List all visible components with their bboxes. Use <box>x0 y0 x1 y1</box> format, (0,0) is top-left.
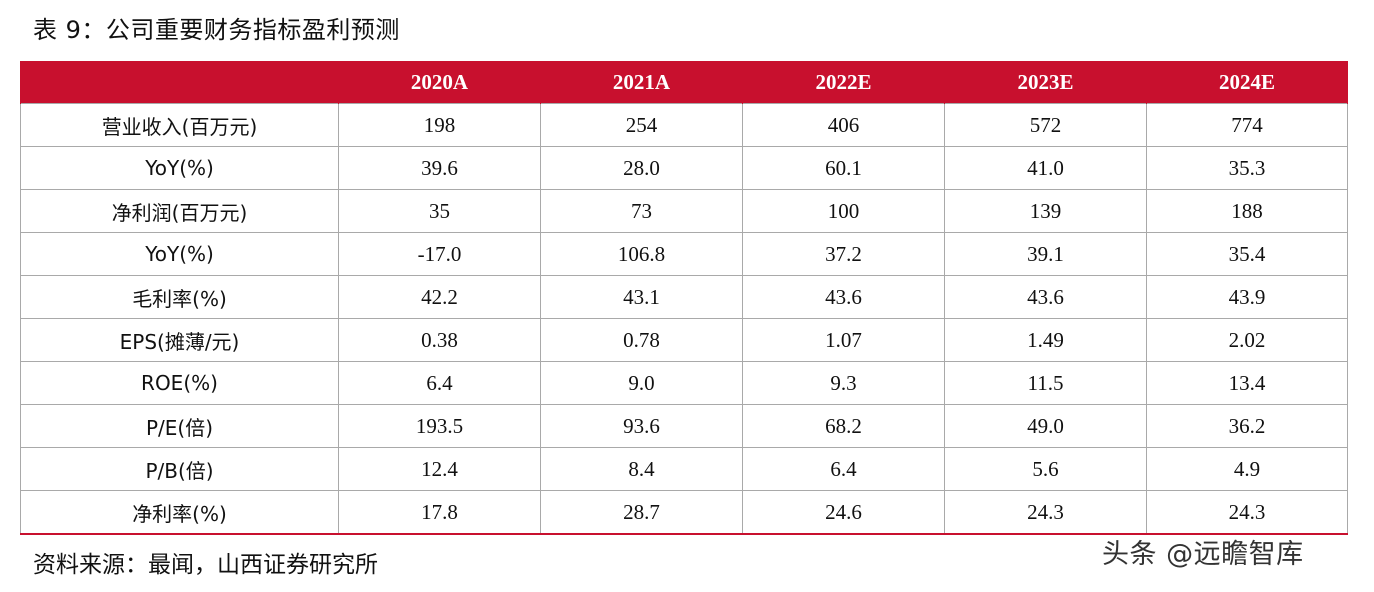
table-row-gross-margin: 毛利率(%) 42.2 43.1 43.6 43.6 43.9 <box>20 275 1348 319</box>
table-cell: 39.1 <box>944 232 1147 276</box>
table-cell: 24.3 <box>1146 490 1348 535</box>
table-cell: 36.2 <box>1146 404 1348 448</box>
table-cell: 73 <box>540 189 743 233</box>
table-row-roe: ROE(%) 6.4 9.0 9.3 11.5 13.4 <box>20 361 1348 405</box>
table-cell: 139 <box>944 189 1147 233</box>
table-title: 表 9：公司重要财务指标盈利预测 <box>33 16 400 44</box>
table-cell: 1.49 <box>944 318 1147 362</box>
table-row-revenue: 营业收入(百万元) 198 254 406 572 774 <box>20 103 1348 147</box>
table-cell: 11.5 <box>944 361 1147 405</box>
table-cell: 37.2 <box>742 232 945 276</box>
row-label: ROE(%) <box>20 361 339 405</box>
table-row-pb: P/B(倍) 12.4 8.4 6.4 5.6 4.9 <box>20 447 1348 491</box>
table-cell: 4.9 <box>1146 447 1348 491</box>
row-label: YoY(%) <box>20 146 339 190</box>
table-cell: 35 <box>338 189 541 233</box>
row-label: YoY(%) <box>20 232 339 276</box>
table-cell: 93.6 <box>540 404 743 448</box>
row-label: 净利润(百万元) <box>20 189 339 233</box>
header-cell-2021a: 2021A <box>540 61 743 104</box>
table-cell: 198 <box>338 103 541 147</box>
table-cell: 60.1 <box>742 146 945 190</box>
header-cell-2023e: 2023E <box>944 61 1147 104</box>
table-row-net-profit-yoy: YoY(%) -17.0 106.8 37.2 39.1 35.4 <box>20 232 1348 276</box>
table-cell: 8.4 <box>540 447 743 491</box>
table-header-row: 2020A 2021A 2022E 2023E 2024E <box>20 61 1348 104</box>
table-cell: 6.4 <box>742 447 945 491</box>
row-label: EPS(摊薄/元) <box>20 318 339 362</box>
table-cell: 188 <box>1146 189 1348 233</box>
table-cell: 106.8 <box>540 232 743 276</box>
header-cell-2024e: 2024E <box>1146 61 1348 104</box>
table-cell: 68.2 <box>742 404 945 448</box>
table-cell: 1.07 <box>742 318 945 362</box>
table-cell: 0.78 <box>540 318 743 362</box>
table-cell: 24.3 <box>944 490 1147 535</box>
table-cell: 9.3 <box>742 361 945 405</box>
table-cell: 43.9 <box>1146 275 1348 319</box>
table-cell: 49.0 <box>944 404 1147 448</box>
table-cell: 42.2 <box>338 275 541 319</box>
table-row-revenue-yoy: YoY(%) 39.6 28.0 60.1 41.0 35.3 <box>20 146 1348 190</box>
table-cell: 6.4 <box>338 361 541 405</box>
table-cell: 406 <box>742 103 945 147</box>
table-cell: 254 <box>540 103 743 147</box>
table-cell: 2.02 <box>1146 318 1348 362</box>
table-cell: 9.0 <box>540 361 743 405</box>
financial-forecast-table: 2020A 2021A 2022E 2023E 2024E 营业收入(百万元) … <box>20 61 1348 535</box>
table-cell: 43.6 <box>944 275 1147 319</box>
table-cell: 43.6 <box>742 275 945 319</box>
header-cell-2020a: 2020A <box>338 61 541 104</box>
table-cell: 24.6 <box>742 490 945 535</box>
table-row-pe: P/E(倍) 193.5 93.6 68.2 49.0 36.2 <box>20 404 1348 448</box>
table-cell: -17.0 <box>338 232 541 276</box>
table-cell: 35.3 <box>1146 146 1348 190</box>
table-cell: 13.4 <box>1146 361 1348 405</box>
row-label: P/B(倍) <box>20 447 339 491</box>
header-cell-empty <box>20 61 339 104</box>
table-cell: 193.5 <box>338 404 541 448</box>
table-row-eps: EPS(摊薄/元) 0.38 0.78 1.07 1.49 2.02 <box>20 318 1348 362</box>
header-cell-2022e: 2022E <box>742 61 945 104</box>
table-cell: 17.8 <box>338 490 541 535</box>
table-row-net-profit: 净利润(百万元) 35 73 100 139 188 <box>20 189 1348 233</box>
table-cell: 12.4 <box>338 447 541 491</box>
watermark: 头条 @远瞻智库 <box>1102 539 1304 570</box>
table-cell: 39.6 <box>338 146 541 190</box>
row-label: 营业收入(百万元) <box>20 103 339 147</box>
table-cell: 774 <box>1146 103 1348 147</box>
table-cell: 28.0 <box>540 146 743 190</box>
table-cell: 28.7 <box>540 490 743 535</box>
table-row-net-margin: 净利率(%) 17.8 28.7 24.6 24.3 24.3 <box>20 490 1348 535</box>
table-cell: 0.38 <box>338 318 541 362</box>
table-cell: 572 <box>944 103 1147 147</box>
row-label: 毛利率(%) <box>20 275 339 319</box>
row-label: P/E(倍) <box>20 404 339 448</box>
source-note: 资料来源：最闻，山西证券研究所 <box>33 552 378 578</box>
table-cell: 43.1 <box>540 275 743 319</box>
row-label: 净利率(%) <box>20 490 339 535</box>
table-cell: 100 <box>742 189 945 233</box>
table-cell: 41.0 <box>944 146 1147 190</box>
table-cell: 35.4 <box>1146 232 1348 276</box>
table-cell: 5.6 <box>944 447 1147 491</box>
